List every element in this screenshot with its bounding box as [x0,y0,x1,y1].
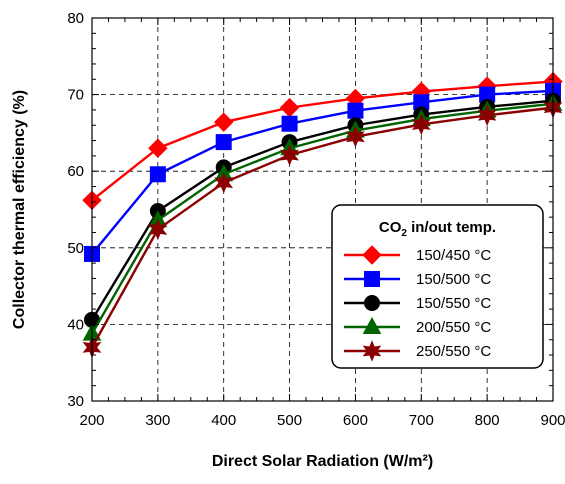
y-axis-title: Collector thermal efficiency (%) [11,90,28,329]
series-line [90,99,554,321]
series-line [91,80,554,202]
legend-title-rest: in/out temp. [407,219,496,236]
x-tick-label: 700 [409,412,434,429]
y-tick-label: 30 [67,393,84,410]
legend-marker [364,271,380,287]
legend-label: 250/550 °C [416,343,491,360]
data-point [148,138,168,158]
series-line [90,106,554,348]
x-tick-label: 600 [343,412,368,429]
y-tick-label: 70 [67,87,84,104]
series-line [91,89,554,255]
data-point [215,134,232,151]
legend-item: 150/500 °C [344,271,491,288]
x-tick-label: 400 [211,412,236,429]
legend-items: 150/450 °C 150/500 °C 150/550 °C 200/550 °C… [344,245,491,362]
legend-marker [362,316,382,334]
y-tick-label: 40 [67,316,84,333]
series-line [90,102,554,335]
legend-label: 150/450 °C [416,247,491,264]
x-tick-label: 200 [79,412,104,429]
data-point [214,112,234,132]
legend-item: 150/450 °C [344,245,491,265]
data-point [347,102,364,119]
legend-label: 150/550 °C [416,295,491,312]
x-tick-label: 800 [475,412,500,429]
y-tick-label: 50 [67,240,84,257]
y-tick-label: 80 [67,10,84,27]
x-axis-title: Direct Solar Radiation (W/m²) [212,453,433,470]
legend-title: CO2 in/out temp. [379,219,496,239]
legend-title-main: CO [379,219,402,236]
data-point [346,125,365,148]
legend-label: 150/500 °C [416,271,491,288]
axis-ticks: 200 300 400 500 600 700 800 900 30 40 50 60 70 80 [67,10,565,429]
legend-label: 200/550 °C [416,319,491,336]
x-tick-label: 300 [145,412,170,429]
legend-marker [362,340,382,362]
data-point [477,104,497,127]
data-point [148,218,168,241]
legend-title-subscript: 2 [401,228,407,239]
data-series [82,71,563,359]
legend-marker [362,245,382,265]
x-tick-label: 900 [540,412,565,429]
legend-item: 150/550 °C [344,295,491,312]
series-square [84,82,561,262]
data-point [214,171,234,194]
y-tick-label: 60 [67,163,84,180]
legend-item: 200/550 °C [344,316,491,336]
data-point [280,144,299,166]
legend-item: 250/550 °C [344,340,491,362]
data-point [149,166,166,183]
x-tick-label: 500 [277,412,302,429]
legend-marker [364,295,380,311]
data-point [281,115,298,132]
data-point [279,97,300,118]
data-point [411,113,431,136]
